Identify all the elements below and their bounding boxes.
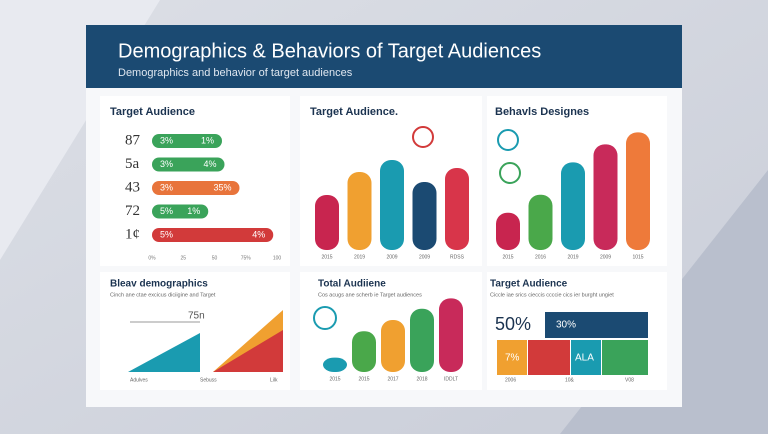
title: Demographics & Behaviors of Target Audie… <box>118 40 541 62</box>
x-tick-label: 2016 <box>535 254 546 260</box>
bar-label: 1% <box>187 206 200 216</box>
bar <box>352 331 376 372</box>
x-tick-label: RDSS <box>450 254 465 260</box>
big-number: 50% <box>495 314 531 334</box>
bar-label: 3% <box>160 135 173 145</box>
bar <box>445 168 469 250</box>
row-label: 43 <box>125 179 140 195</box>
panel-subtitle: Ciccle iae srics cieccis ccccie cics ier… <box>490 292 614 298</box>
block <box>497 340 527 375</box>
bar <box>152 157 225 172</box>
panel-title: Bleav demographics <box>110 279 208 290</box>
bar <box>152 181 240 195</box>
x-tick-label: V08 <box>625 377 634 383</box>
block <box>571 340 601 375</box>
panel-subtitle: Cinch ane ctae excicus diciigine and Tar… <box>110 292 216 298</box>
axis-label: 50 <box>212 255 218 261</box>
bar <box>380 160 404 250</box>
panel-title: Target Audience. <box>310 106 398 118</box>
cell-label: ALA <box>575 353 594 364</box>
icon <box>313 306 337 330</box>
x-tick-label: Sebuss <box>200 377 217 383</box>
bar-label: 3% <box>160 182 173 192</box>
note: 75n <box>188 311 205 322</box>
x-tick-label: 2019 <box>567 254 578 260</box>
x-tick-label: 1015 <box>632 254 643 260</box>
bar <box>626 132 650 250</box>
bar <box>593 144 618 250</box>
row-label: 5a <box>125 156 140 172</box>
x-tick-label: 2017 <box>387 376 398 382</box>
icon <box>497 129 519 151</box>
x-tick-label: IDDLT <box>444 376 458 382</box>
axis-label: 25 <box>180 255 186 261</box>
bar <box>496 212 520 250</box>
x-tick-label: 2015 <box>321 254 332 260</box>
cell-label: 7% <box>505 353 520 364</box>
bar <box>347 172 372 250</box>
bar-label: 4% <box>252 229 265 239</box>
row-label: 72 <box>125 203 140 219</box>
subtitle: Demographics and behavior of target audi… <box>118 67 353 79</box>
x-tick-label: 2006 <box>505 377 516 383</box>
x-tick-label: 2018 <box>416 376 427 382</box>
x-tick-label: 2015 <box>329 376 340 382</box>
area <box>128 333 200 372</box>
bar-label: 35% <box>213 182 231 192</box>
row-label: 87 <box>125 132 141 148</box>
header <box>86 25 682 88</box>
x-tick-label: 2019 <box>354 254 365 260</box>
panel-title: Total Audiiene <box>318 279 386 290</box>
x-tick-label: 2015 <box>502 254 513 260</box>
cell-label: 30% <box>556 320 576 331</box>
bar-label: 5% <box>160 229 173 239</box>
bar <box>315 195 339 250</box>
x-tick-label: 2009 <box>600 254 611 260</box>
bar <box>152 204 209 219</box>
x-tick-label: 2009 <box>419 254 430 260</box>
x-tick-label: Lilk <box>270 377 278 383</box>
axis-label: 75% <box>241 255 252 261</box>
bar-label: 3% <box>160 159 173 169</box>
x-tick-label: 2009 <box>386 254 397 260</box>
bar <box>152 134 222 148</box>
bar <box>439 298 463 372</box>
bar <box>152 228 274 242</box>
panel-subtitle: Cos acugs ane scherb ie Target audiences <box>318 292 422 298</box>
block <box>545 312 648 338</box>
bar-label: 4% <box>203 159 216 169</box>
axis-label: 100 <box>273 255 282 261</box>
panel-title: Target Audience <box>490 279 568 290</box>
block <box>528 340 570 375</box>
bar <box>381 320 405 372</box>
icon <box>499 162 521 184</box>
x-tick-label: Adulves <box>130 377 148 383</box>
bar <box>561 162 585 250</box>
x-tick-label: 10& <box>565 377 575 383</box>
x-tick-label: 2015 <box>358 376 369 382</box>
panel-title: Behavls Designes <box>495 106 589 118</box>
bar-label: 1% <box>201 135 214 145</box>
bar <box>323 357 347 372</box>
icon <box>412 126 434 148</box>
bar <box>410 308 434 372</box>
block <box>602 340 648 375</box>
panel-title: Target Audience <box>110 106 195 118</box>
bar <box>528 194 553 250</box>
area <box>213 330 283 372</box>
row-label: 1¢ <box>125 226 140 242</box>
axis-label: 0% <box>148 255 156 261</box>
bar <box>412 182 437 250</box>
bar-label: 5% <box>160 206 173 216</box>
